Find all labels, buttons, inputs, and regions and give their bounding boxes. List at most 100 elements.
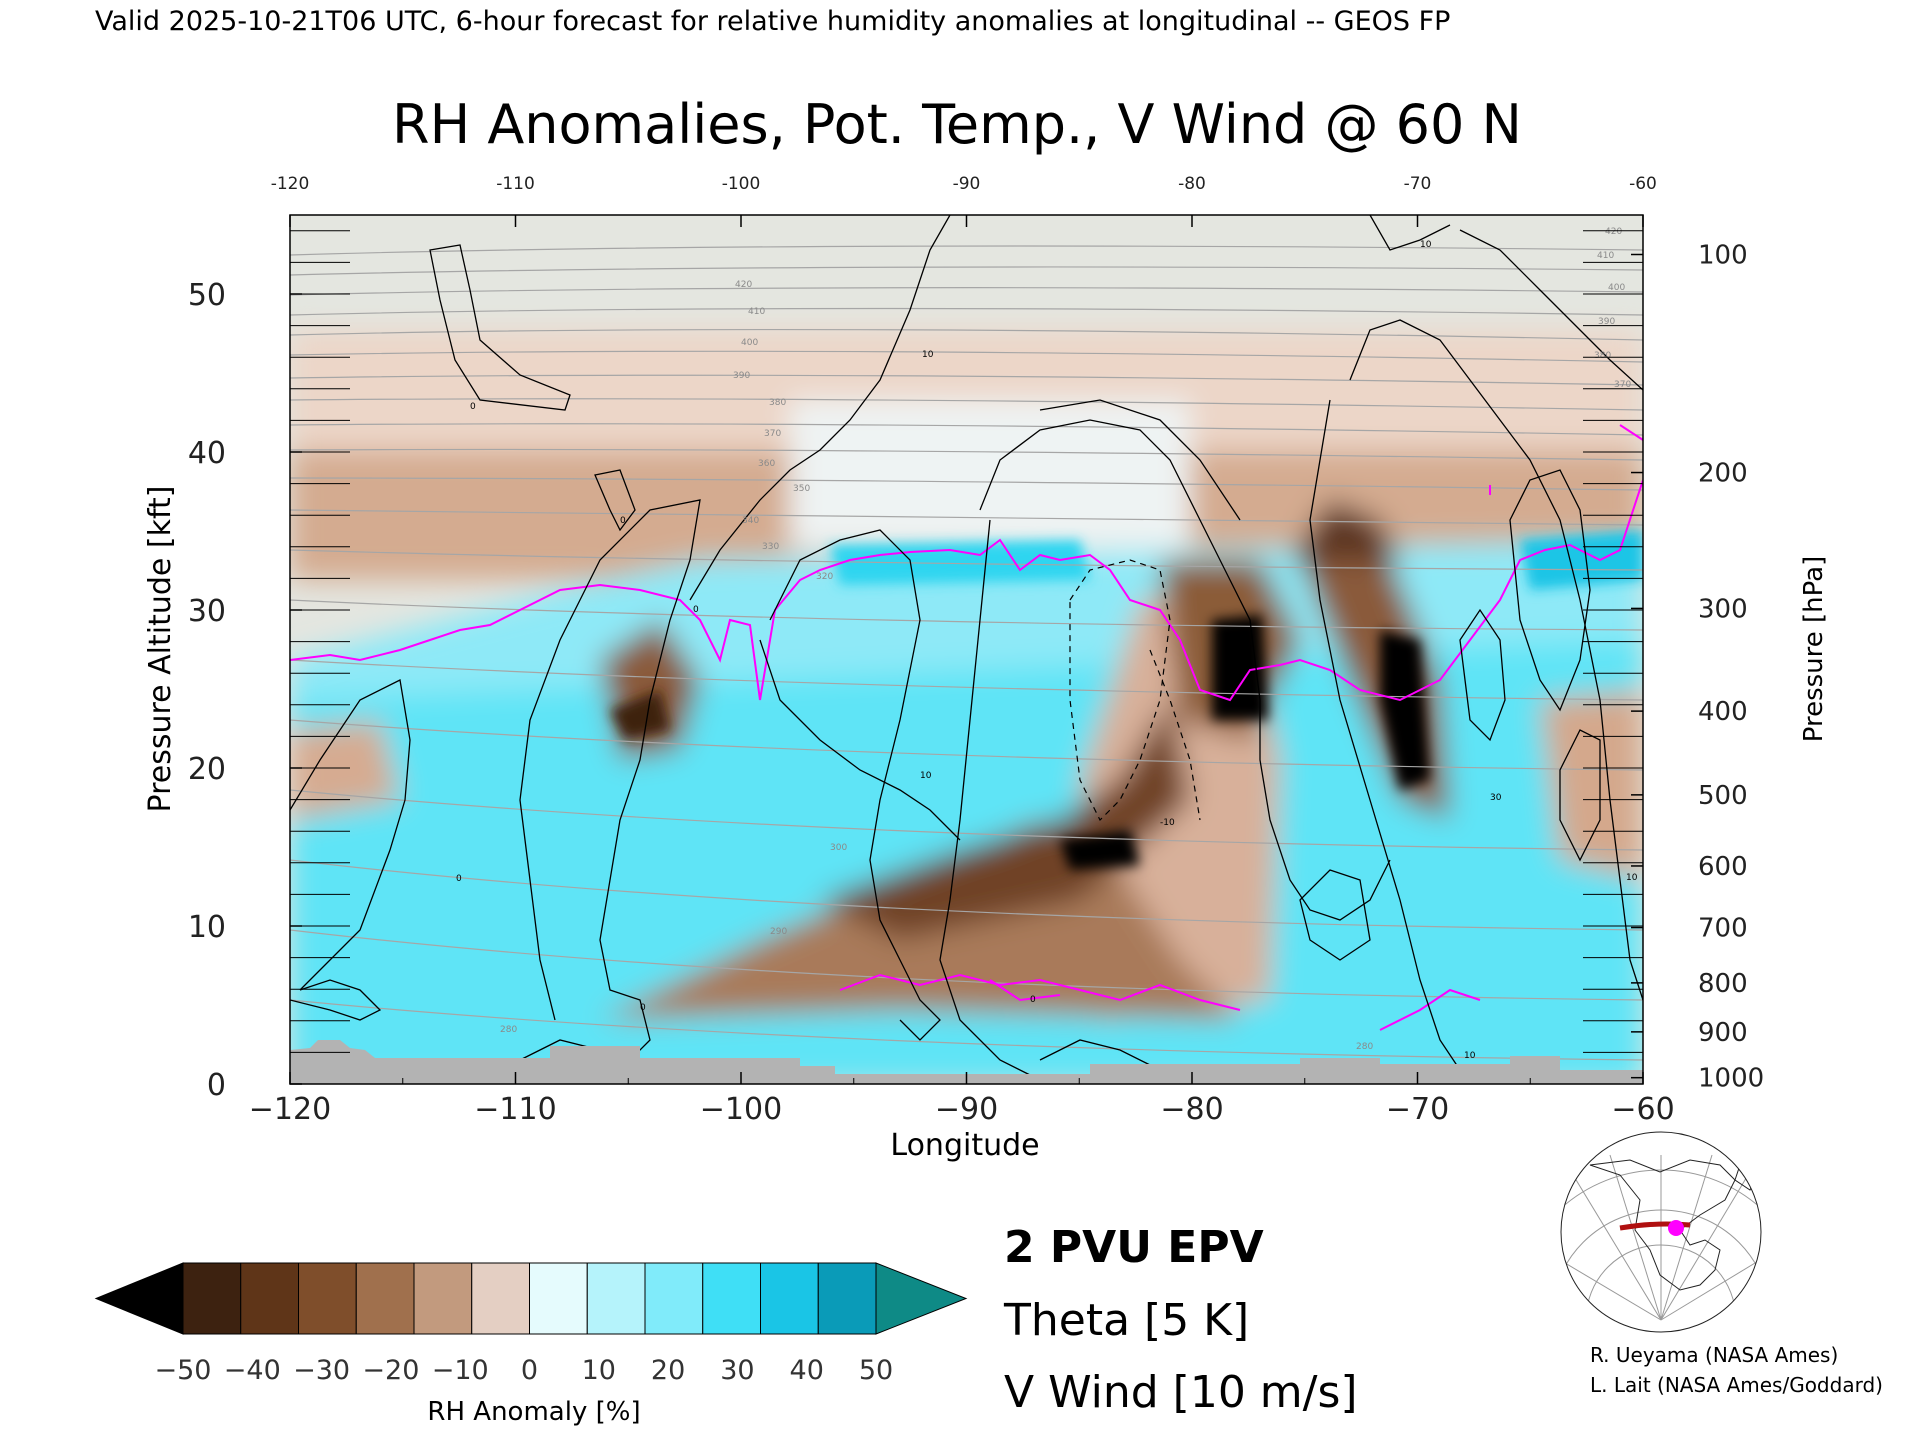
vwind-label: -10 [1160, 818, 1175, 828]
vwind-label: 30 [1490, 793, 1502, 803]
topography-mask [290, 1040, 1643, 1084]
vwind-label: 0 [1030, 995, 1036, 1005]
colorbar-tick-label: −30 [293, 1355, 350, 1386]
dark-core-4 [610, 690, 670, 740]
x-top-tick-label: -70 [1404, 174, 1432, 194]
legend-vwind: V Wind [10 m/s] [1004, 1367, 1358, 1418]
theta-label: 380 [1594, 351, 1611, 361]
theta-label: 360 [758, 459, 775, 469]
vwind-negative-contour [1149, 649, 1201, 821]
y-tick-label: 40 [188, 436, 226, 471]
y-tick-label: 0 [207, 1068, 226, 1103]
vwind-contour [939, 519, 1041, 1081]
x-tick-label: −100 [700, 1092, 782, 1127]
vwind-contour [1039, 399, 1241, 521]
x-top-tick-label: -100 [722, 174, 761, 194]
theta-label: 280 [500, 1025, 517, 1035]
vwind-label: 0 [693, 605, 699, 615]
colorbar-box [413, 1262, 473, 1335]
colorbar-box [182, 1262, 242, 1335]
y-tick-label: 20 [188, 752, 226, 787]
theta-label: 420 [735, 280, 752, 290]
x-top-tick-label: -90 [953, 174, 981, 194]
upper-blue-gap [790, 400, 1190, 550]
credit-line-1: R. Ueyama (NASA Ames) [1590, 1343, 1838, 1367]
pressure-tick-label: 600 [1698, 852, 1748, 882]
y-tick-label: 50 [188, 278, 226, 313]
theta-line [290, 599, 1643, 631]
dark-brown-tongue [820, 700, 1190, 940]
theta-line [290, 719, 1643, 771]
vwind-contour [519, 499, 701, 1081]
chart-title: RH Anomalies, Pot. Temp., V Wind @ 60 N [392, 93, 1522, 156]
pressure-tick-label: 500 [1698, 781, 1748, 811]
theta-label: 390 [733, 371, 750, 381]
theta-label: 290 [770, 927, 787, 937]
x-top-tick-label: -60 [1629, 174, 1657, 194]
theta-line [290, 374, 1643, 386]
x-top-tick-label: -80 [1178, 174, 1206, 194]
vwind-label: 0 [640, 1003, 646, 1013]
colorbar-box [355, 1262, 415, 1335]
vwind-contour [759, 639, 961, 841]
theta-line [290, 287, 1643, 296]
pv-2pvu-contour [290, 424, 1643, 702]
x-tick-label: −110 [474, 1092, 556, 1127]
theta-line [290, 423, 1643, 436]
colorbar-tick-label: 30 [720, 1355, 754, 1386]
vwind-label: 10 [1420, 240, 1432, 250]
vwind-negative-contours [1069, 559, 1201, 822]
colorbar-box [644, 1262, 704, 1335]
colorbar-box [817, 1262, 877, 1335]
vwind-negative-contour [1069, 559, 1171, 822]
theta-line [290, 659, 1643, 701]
theta-line [290, 307, 1643, 316]
vwind-contour [1349, 319, 1643, 1001]
locator-coastline [1589, 1159, 1736, 1291]
vwind-label: 10 [1464, 1051, 1476, 1061]
pressure-tick-label: 400 [1698, 697, 1748, 727]
theta-line [290, 929, 1643, 1001]
theta-label: 280 [1356, 1042, 1373, 1052]
vwind-label: 10 [920, 771, 932, 781]
vwind-label: 0 [456, 874, 462, 884]
vwind-label: 10 [1626, 873, 1638, 883]
pressure-tick-label: 200 [1698, 459, 1748, 489]
credit-line-2: L. Lait (NASA Ames/Goddard) [1590, 1373, 1883, 1397]
dark-core-3 [1060, 830, 1140, 870]
vwind-contour [979, 419, 1391, 921]
colorbar-box [586, 1262, 646, 1335]
theta-line [290, 448, 1643, 461]
vwind-contour [1559, 729, 1601, 862]
theta-label: 390 [1598, 317, 1615, 327]
dark-core-2 [1380, 630, 1430, 790]
colorbar-tick-label: 40 [790, 1355, 824, 1386]
valid-time-line: Valid 2025-10-21T06 UTC, 6-hour forecast… [95, 6, 1450, 37]
colorbar-box [760, 1262, 819, 1335]
colorbar-tick-label: 0 [521, 1355, 538, 1386]
theta-line [290, 509, 1643, 526]
vwind-label: 0 [470, 402, 476, 412]
theta-contours [290, 245, 1643, 1061]
x-tick-label: −60 [1611, 1092, 1674, 1127]
colorbar-tick-label: −10 [432, 1355, 489, 1386]
pressure-tick-label: 900 [1698, 1018, 1748, 1048]
theta-label: 420 [1605, 227, 1622, 237]
deep-blue-top [830, 540, 1090, 585]
y-axis-label: Pressure Altitude [kft] [143, 486, 178, 813]
vwind-contour [689, 215, 951, 601]
theta-label: 340 [742, 516, 759, 526]
x-tick-label: −70 [1386, 1092, 1449, 1127]
colorbar-under-arrow [94, 1262, 184, 1335]
locator-map-outline [1560, 1131, 1762, 1333]
axes: −120 −110 −100 −90 −80 −70 −60-120 -110 -100 -90-… [188, 174, 1764, 1127]
x-top-tick-label: -110 [496, 174, 535, 194]
colorbar-box [529, 1262, 588, 1335]
x-axis-label: Longitude [890, 1128, 1039, 1163]
pressure-tick-label: 800 [1698, 969, 1748, 999]
x-tick-label: −80 [1160, 1092, 1223, 1127]
vwind-contour [1309, 399, 1461, 1071]
x-tick-label: −120 [249, 1092, 331, 1127]
theta-label: 370 [764, 429, 781, 439]
vwind-contour [1459, 608, 1506, 742]
